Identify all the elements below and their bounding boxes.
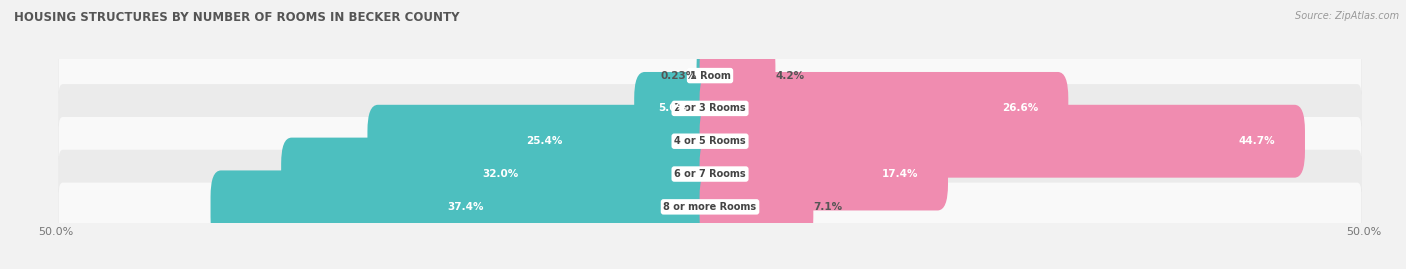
FancyBboxPatch shape [700,138,948,210]
FancyBboxPatch shape [700,39,776,112]
Text: 8 or more Rooms: 8 or more Rooms [664,202,756,212]
Text: 37.4%: 37.4% [447,202,484,212]
FancyBboxPatch shape [59,183,1361,231]
Text: 4 or 5 Rooms: 4 or 5 Rooms [675,136,745,146]
Text: 26.6%: 26.6% [1002,103,1038,114]
Text: 2 or 3 Rooms: 2 or 3 Rooms [675,103,745,114]
Text: 0.23%: 0.23% [661,70,696,81]
FancyBboxPatch shape [700,171,813,243]
Text: 5.0%: 5.0% [658,103,686,114]
Text: 6 or 7 Rooms: 6 or 7 Rooms [675,169,745,179]
FancyBboxPatch shape [281,138,720,210]
FancyBboxPatch shape [59,150,1361,198]
FancyBboxPatch shape [700,72,1069,145]
FancyBboxPatch shape [59,84,1361,133]
FancyBboxPatch shape [59,182,1361,232]
FancyBboxPatch shape [59,116,1361,166]
Text: 17.4%: 17.4% [882,169,918,179]
FancyBboxPatch shape [211,171,720,243]
FancyBboxPatch shape [696,39,720,112]
FancyBboxPatch shape [59,51,1361,100]
Text: 25.4%: 25.4% [526,136,562,146]
FancyBboxPatch shape [634,72,720,145]
Text: 32.0%: 32.0% [482,169,519,179]
Text: HOUSING STRUCTURES BY NUMBER OF ROOMS IN BECKER COUNTY: HOUSING STRUCTURES BY NUMBER OF ROOMS IN… [14,11,460,24]
Text: Source: ZipAtlas.com: Source: ZipAtlas.com [1295,11,1399,21]
FancyBboxPatch shape [59,51,1361,101]
Text: 44.7%: 44.7% [1239,136,1275,146]
Text: 1 Room: 1 Room [689,70,731,81]
FancyBboxPatch shape [59,117,1361,165]
Text: 7.1%: 7.1% [813,202,842,212]
FancyBboxPatch shape [700,105,1305,178]
FancyBboxPatch shape [59,83,1361,133]
FancyBboxPatch shape [59,149,1361,199]
Text: 4.2%: 4.2% [776,70,804,81]
FancyBboxPatch shape [367,105,720,178]
